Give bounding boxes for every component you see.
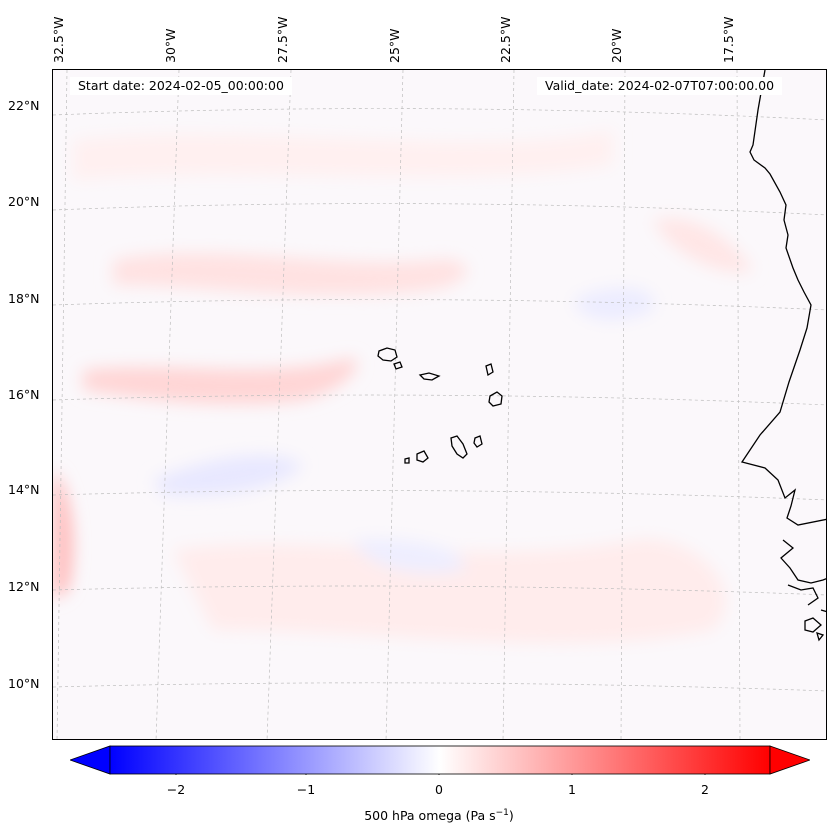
- lon-label-25w: 25°W: [387, 28, 402, 63]
- lon-label-17-5w: 17.5°W: [721, 16, 736, 63]
- lon-label-32-5w: 32.5°W: [51, 16, 66, 63]
- map-svg: [53, 70, 826, 739]
- colorbar-body: [109, 745, 771, 775]
- colorbar-ticks: [175, 774, 706, 775]
- start-date-label: Start date: 2024-02-05_00:00:00: [70, 77, 292, 95]
- boa-vista-island: [488, 391, 503, 407]
- cb-tick-label-2: 2: [701, 782, 709, 797]
- lat-label-12n: 12°N: [8, 579, 40, 594]
- maio-island: [473, 435, 483, 448]
- lat-label-16n: 16°N: [8, 387, 40, 402]
- cb-tick-label-1: 1: [568, 782, 576, 797]
- colorbar-label-superscript: −1: [495, 808, 509, 818]
- lon-label-27-5w: 27.5°W: [275, 16, 290, 63]
- rising-band-16n: [83, 358, 358, 405]
- lon-label-22-5w: 22.5°W: [498, 16, 513, 63]
- colorbar-extend-high: [769, 745, 810, 775]
- map-panel: [52, 69, 827, 740]
- bijagos-islands: [804, 617, 825, 642]
- lat-label-22n: 22°N: [8, 98, 40, 113]
- lat-label-10n: 10°N: [8, 676, 40, 691]
- sao-vicente-island: [393, 361, 403, 370]
- colorbar-label-close: ): [508, 808, 514, 824]
- sinking-patch-2: [573, 287, 655, 321]
- lat-label-18n: 18°N: [8, 291, 40, 306]
- fogo-island: [416, 450, 429, 463]
- colorbar-label-text: 500 hPa omega (Pa s: [364, 808, 496, 824]
- sao-nicolau-island: [418, 372, 441, 381]
- west-edge-maximum: [53, 470, 73, 600]
- santiago-island: [450, 435, 468, 459]
- africa-coastline: [740, 70, 826, 613]
- valid-date-label: Valid_date: 2024-02-07T07:00:00.00: [537, 77, 783, 95]
- east-rising-area: [653, 218, 753, 273]
- gridlines: [53, 70, 826, 739]
- cb-tick-label-neg1: −1: [296, 782, 316, 797]
- sal-island: [485, 363, 494, 377]
- cb-tick-label-0: 0: [435, 782, 443, 797]
- sinking-patch-1: [153, 455, 303, 497]
- rising-band-21n: [73, 130, 613, 180]
- colorbar-label: 500 hPa omega (Pa s−1): [0, 808, 837, 823]
- cb-tick-label-neg2: −2: [166, 782, 186, 797]
- lon-label-30w: 30°W: [163, 28, 178, 63]
- sinking-patch-3: [353, 539, 465, 574]
- rising-band-19n: [113, 252, 467, 296]
- lon-label-20w: 20°W: [609, 28, 624, 63]
- santo-antao-island: [377, 347, 398, 362]
- lat-label-20n: 20°N: [8, 194, 40, 209]
- south-rising-area: [173, 538, 726, 644]
- brava-island: [404, 457, 410, 464]
- colorbar-extend-low: [70, 745, 111, 775]
- omega-field: [53, 130, 753, 644]
- colorbar: [70, 745, 810, 775]
- lat-label-14n: 14°N: [8, 482, 40, 497]
- coastlines: [377, 70, 826, 642]
